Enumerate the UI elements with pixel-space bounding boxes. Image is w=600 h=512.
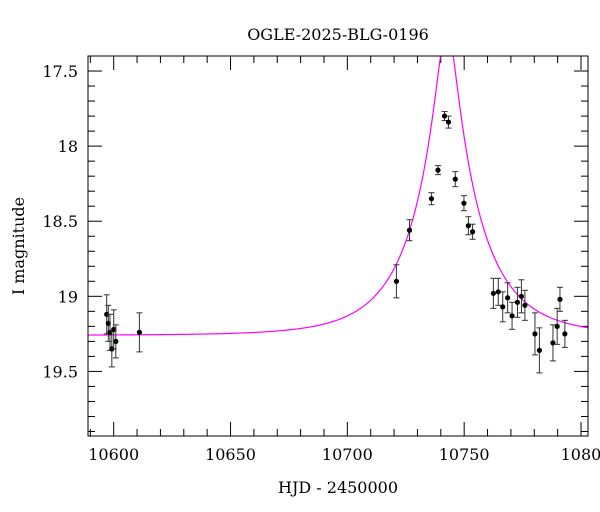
data-point-marker bbox=[136, 329, 143, 335]
data-point bbox=[531, 312, 538, 356]
data-points bbox=[103, 111, 568, 374]
data-point bbox=[536, 327, 543, 374]
data-point bbox=[549, 324, 556, 362]
data-point bbox=[428, 192, 435, 206]
data-point-marker bbox=[514, 299, 521, 305]
data-point-marker bbox=[505, 295, 511, 301]
x-tick-labels: 10600 10650 10700 10750 1080 bbox=[88, 445, 600, 464]
x-tick-label: 10700 bbox=[322, 445, 373, 464]
data-point bbox=[435, 165, 441, 176]
y-tick-label: 19 bbox=[58, 287, 78, 306]
data-point-marker bbox=[554, 323, 560, 329]
data-point-marker bbox=[445, 119, 452, 125]
data-point bbox=[509, 301, 516, 330]
y-tick-labels: 17.5 18 18.5 19 19.5 bbox=[42, 62, 78, 381]
data-point-marker bbox=[495, 289, 501, 295]
data-point-marker bbox=[557, 296, 563, 302]
data-point bbox=[554, 307, 561, 345]
data-point-marker bbox=[435, 167, 441, 173]
x-tick-label: 1080 bbox=[561, 445, 600, 464]
y-tick-label: 18 bbox=[58, 137, 78, 156]
data-point-marker bbox=[393, 278, 400, 284]
data-point-marker bbox=[490, 290, 496, 296]
data-point bbox=[460, 195, 467, 212]
y-tick-label: 18.5 bbox=[42, 212, 78, 231]
data-point-marker bbox=[406, 227, 413, 233]
data-point-marker bbox=[562, 331, 568, 337]
data-point bbox=[495, 277, 502, 306]
data-point-marker bbox=[532, 331, 538, 337]
data-point bbox=[469, 223, 476, 240]
y-axis-title: I magnitude bbox=[9, 197, 28, 295]
y-tick-label: 17.5 bbox=[42, 62, 78, 81]
data-point bbox=[504, 282, 511, 314]
x-tick-label: 10650 bbox=[205, 445, 256, 464]
data-point bbox=[561, 319, 568, 348]
data-point bbox=[393, 264, 400, 299]
plot-frame bbox=[87, 55, 589, 437]
model-curve bbox=[88, 56, 588, 336]
data-point bbox=[136, 312, 143, 353]
data-point bbox=[556, 286, 563, 312]
data-point-marker bbox=[452, 176, 458, 182]
data-point bbox=[452, 171, 459, 188]
data-point-marker bbox=[536, 347, 543, 353]
data-point-marker bbox=[469, 229, 476, 235]
major-ticks bbox=[88, 56, 588, 436]
x-axis-title: HJD - 2450000 bbox=[278, 478, 398, 497]
data-point bbox=[514, 286, 521, 318]
data-point bbox=[518, 279, 525, 314]
data-point-marker bbox=[461, 200, 467, 206]
x-tick-label: 10750 bbox=[439, 445, 490, 464]
data-point bbox=[445, 115, 452, 129]
data-point-marker bbox=[518, 293, 525, 299]
data-point-marker bbox=[500, 304, 506, 310]
y-tick-label: 19.5 bbox=[42, 362, 78, 381]
data-point-marker bbox=[428, 196, 435, 202]
data-point bbox=[499, 291, 506, 323]
data-point bbox=[521, 289, 528, 321]
data-point bbox=[112, 324, 119, 359]
data-point bbox=[441, 111, 448, 122]
data-point-marker bbox=[113, 338, 119, 344]
data-point-marker bbox=[522, 302, 528, 308]
x-tick-label: 10600 bbox=[88, 445, 139, 464]
data-point bbox=[406, 219, 413, 242]
data-point-marker bbox=[111, 326, 117, 332]
data-point-marker bbox=[441, 113, 448, 119]
data-point-marker bbox=[509, 313, 515, 319]
chart-title: OGLE-2025-BLG-0196 bbox=[247, 25, 429, 44]
